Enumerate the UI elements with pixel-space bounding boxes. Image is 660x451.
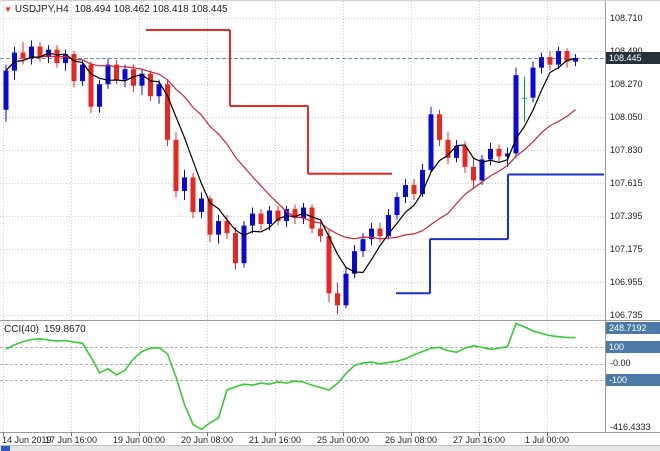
time-axis-label: 27 Jun 16:00 [452, 435, 506, 445]
time-axis-label: 21 Jun 16:00 [248, 435, 302, 445]
current-price-tag: 108.445 [606, 52, 660, 64]
time-axis-label: 26 Jun 08:00 [384, 435, 438, 445]
time-axis-label: 14 Jun 2019 [2, 435, 52, 445]
price-axis-label: 108.710 [610, 12, 643, 23]
price-axis-label: 106.955 [610, 276, 643, 287]
cci-scale-min-label: -416.4333 [610, 422, 651, 432]
cci-level-low-tag: -100 [606, 374, 660, 386]
time-axis-label: 17 Jun 16:00 [44, 435, 98, 445]
price-axis-label: 108.050 [610, 112, 643, 123]
time-axis-label: 25 Jun 00:00 [316, 435, 370, 445]
time-axis-label: 19 Jun 00:00 [112, 435, 166, 445]
price-axis-label: 107.395 [610, 210, 643, 221]
ohlc-values: 108.494 108.462 108.418 108.445 [74, 4, 228, 15]
time-axis-label: 1 Jul 00:00 [524, 435, 570, 445]
price-axis-label: 108.270 [610, 79, 643, 90]
cci-level-high-tag: 100 [606, 341, 660, 353]
h-scrollbar[interactable] [0, 445, 660, 451]
price-axis-label: 107.175 [610, 243, 643, 254]
price-axis[interactable]: 108.710 108.490 108.270 108.050 107.830 107.6… [606, 1, 660, 433]
price-axis-label: 108.490 [610, 46, 643, 57]
cci-indicator-label: CCI(40) 159.8670 [4, 324, 86, 335]
time-axis[interactable]: 14 Jun 2019 17 Jun 16:00 19 Jun 00:00 20 Ju… [0, 434, 660, 446]
chart-title: ▼ USDJPY,H4 108.494 108.462 108.418 108.44… [4, 4, 228, 15]
cci-level-zero-label: -0.00 [610, 358, 631, 368]
price-axis-label: 107.615 [610, 177, 643, 188]
cci-scale-max-tag: 248.7192 [606, 322, 660, 334]
sell-marker-icon: ▼ [4, 5, 12, 14]
price-axis-label: 107.830 [610, 145, 643, 156]
cci-value: 159.8670 [44, 324, 86, 335]
time-axis-label: 20 Jun 08:00 [180, 435, 234, 445]
cci-name: CCI(40) [4, 324, 40, 335]
symbol-label: USDJPY,H4 [14, 4, 69, 15]
scrollbar-thumb[interactable] [1, 446, 10, 451]
price-axis-label: 106.735 [610, 310, 643, 321]
